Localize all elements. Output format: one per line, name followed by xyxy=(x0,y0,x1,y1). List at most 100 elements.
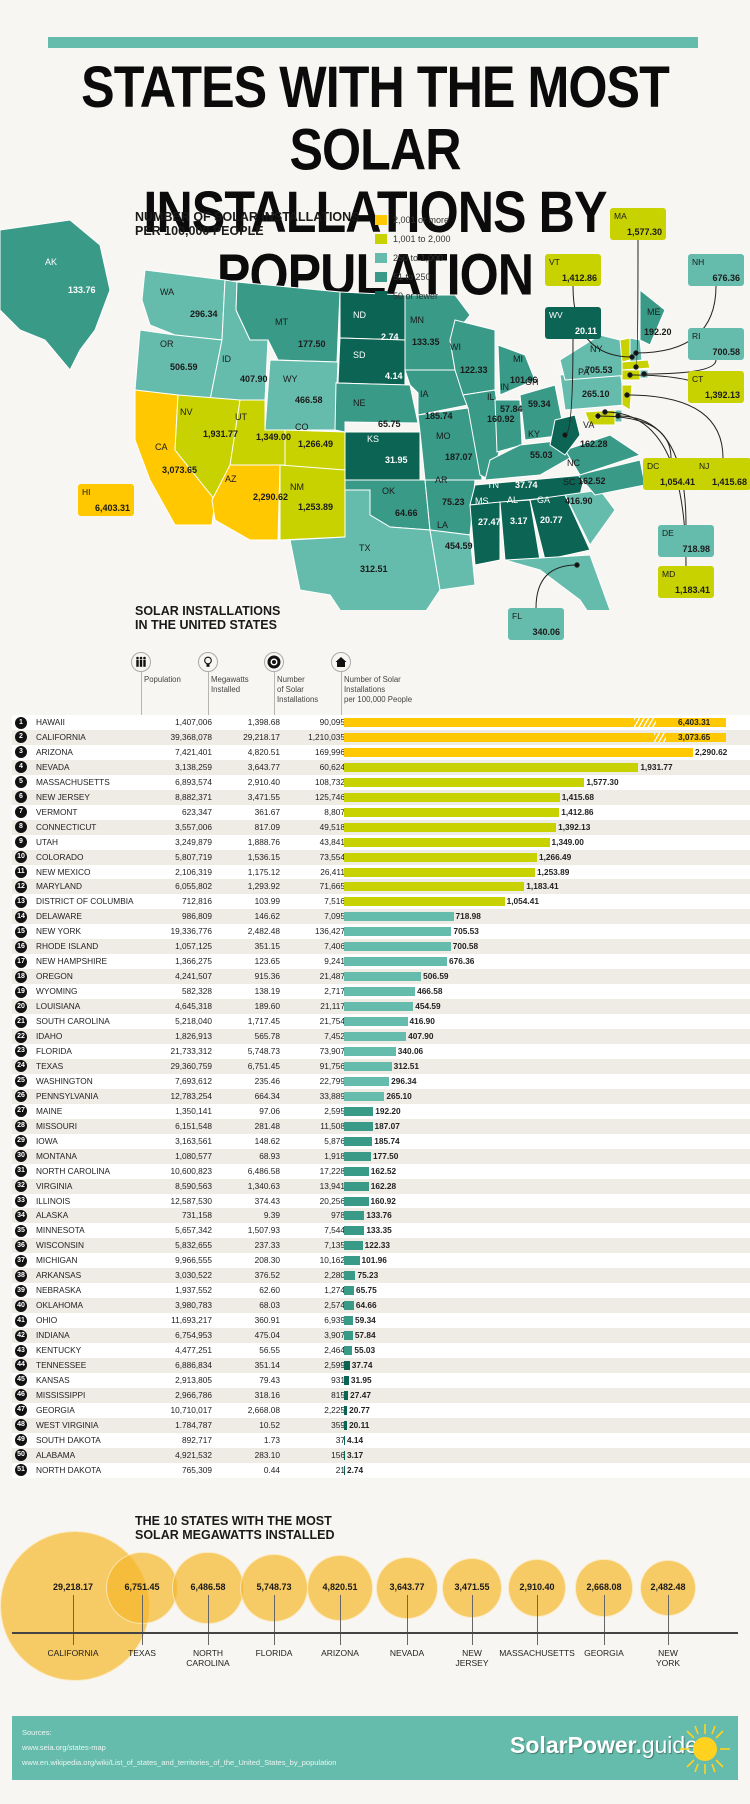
bar xyxy=(344,897,505,907)
megawatts-value: 146.62 xyxy=(254,911,280,922)
installations-value: 7,135 xyxy=(324,1240,345,1251)
megawatts-value: 3,471.55 xyxy=(247,791,280,802)
bubble-value-label: 2,482.48 xyxy=(650,1582,686,1592)
rank-badge: 29 xyxy=(15,1135,27,1148)
state-shape-wa xyxy=(141,269,226,341)
callout-value: 676.36 xyxy=(712,273,740,283)
population-value: 5,218,040 xyxy=(175,1016,212,1027)
bar xyxy=(344,718,726,727)
brand-logo: SolarPower.guide xyxy=(510,1732,698,1759)
rank-badge: 3 xyxy=(15,746,27,759)
state-shape-la xyxy=(429,529,476,591)
callout-value: 1,054.41 xyxy=(659,477,695,487)
bar-value-label: 122.33 xyxy=(364,1240,391,1251)
bar xyxy=(344,1211,365,1221)
category-line: FLORIDA xyxy=(255,1648,293,1658)
header-line: Megawatts xyxy=(211,675,249,684)
bar-value-label: 75.23 xyxy=(357,1270,379,1281)
state-abbr-label: SD xyxy=(353,350,366,360)
bubble-category-label: GEORGIA xyxy=(559,1648,649,1658)
installations-value: 3,907 xyxy=(324,1330,345,1341)
bar-value-label: 192.20 xyxy=(375,1105,401,1116)
bar xyxy=(344,1032,407,1042)
population-value: 986,809 xyxy=(182,911,212,922)
table-row: 47 GEORGIA 10,710,017 2,668.08 2,225 20.77 xyxy=(12,1402,750,1418)
rank-badge: 46 xyxy=(15,1389,27,1402)
state-shape-me xyxy=(639,288,666,346)
state-abbr-label: AL xyxy=(507,495,518,505)
rank-badge: 47 xyxy=(15,1404,27,1417)
installations-value: 90,095 xyxy=(319,717,345,727)
table-row: 3 ARIZONA 7,421,401 4,820.51 169,996 2,290.62 xyxy=(12,744,750,760)
megawatts-value: 6,486.58 xyxy=(247,1165,280,1176)
bar xyxy=(344,732,726,742)
state-name: TENNESSEE xyxy=(36,1359,87,1370)
source-link-seia[interactable]: www.seia.org/states-map xyxy=(22,1743,106,1752)
state-abbr-label: CO xyxy=(295,422,309,432)
rank-badge: 1 xyxy=(15,716,27,729)
table-row: 34 ALASKA 731,158 9.39 978 133.76 xyxy=(12,1208,750,1224)
rank-badge: 8 xyxy=(15,821,27,834)
axis-break-hatch xyxy=(634,718,656,727)
callout-abbr: HI xyxy=(82,487,91,497)
population-value: 8,590,563 xyxy=(175,1180,212,1191)
bubble-chart-title: THE 10 STATES WITH THE MOST SOLAR MEGAWA… xyxy=(135,1514,435,1542)
installations-value: 2,595 xyxy=(324,1105,345,1116)
rank-badge: 25 xyxy=(15,1075,27,1088)
bar xyxy=(344,1091,385,1101)
callout-dc: DC 1,054.41 xyxy=(643,458,699,490)
bar-value-label: 700.58 xyxy=(452,941,479,952)
bubble-category-label: FLORIDA xyxy=(229,1648,319,1658)
table-row: 33 ILLINOIS 12,587,530 374.43 20,256 160.92 xyxy=(12,1193,750,1209)
bubble-stem xyxy=(668,1595,669,1645)
table-row: 32 VIRGINIA 8,590,563 1,340.63 13,941 162.28 xyxy=(12,1178,750,1194)
bar-value-label: 177.50 xyxy=(373,1150,399,1161)
bar-value-label: 2,290.62 xyxy=(695,746,728,757)
state-name: IDAHO xyxy=(36,1031,63,1042)
state-abbr-label: KS xyxy=(367,434,379,444)
population-value: 3,138,259 xyxy=(175,761,212,772)
megawatts-value: 2,910.40 xyxy=(247,776,280,787)
state-name: PENNSYLVANIA xyxy=(36,1090,99,1101)
state-abbr-label: UT xyxy=(235,412,247,422)
bar xyxy=(344,1196,369,1206)
installations-value: 13,941 xyxy=(319,1180,345,1191)
footer: Sources: www.seia.org/states-map www.en.… xyxy=(12,1716,738,1780)
source-link-wikipedia[interactable]: www.en.wikipedia.org/wiki/List_of_states… xyxy=(22,1758,337,1767)
rank-badge: 44 xyxy=(15,1359,27,1372)
installations-value: 8,807 xyxy=(324,806,345,817)
state-value-label: 1,931.77 xyxy=(203,429,238,439)
bar-value-label: 37.74 xyxy=(351,1359,373,1370)
state-shape-ak xyxy=(0,219,111,371)
state-name: ILLINOIS xyxy=(36,1195,71,1206)
bar xyxy=(344,1076,390,1086)
state-value-label: 75.23 xyxy=(442,497,465,507)
state-value-label: 160.92 xyxy=(487,414,515,424)
rank-badge: 32 xyxy=(15,1180,27,1193)
rank-badge: 37 xyxy=(15,1254,27,1267)
bubble-value-label: 3,643.77 xyxy=(389,1582,425,1592)
state-abbr-label: OK xyxy=(382,486,395,496)
sun-logo-icon xyxy=(680,1724,730,1774)
state-value-label: 133.76 xyxy=(68,285,96,295)
table-row: 39 NEBRASKA 1,937,552 62.60 1,274 65.75 xyxy=(12,1283,750,1299)
population-value: 3,980,783 xyxy=(175,1300,212,1311)
state-value-label: 416.90 xyxy=(565,496,593,506)
bar xyxy=(344,1316,354,1326)
rank-badge: 28 xyxy=(15,1120,27,1133)
state-name: MASSACHUSETTS xyxy=(36,776,110,787)
table-row: 11 NEW MEXICO 2,106,319 1,175.12 26,411 1,253… xyxy=(12,864,750,880)
solar-table: 1 HAWAII 1,407,006 1,398.68 90,095 6,403.31 2 C… xyxy=(12,715,750,1478)
state-name: UTAH xyxy=(36,836,58,847)
megawatts-value: 189.60 xyxy=(254,1001,280,1012)
installations-value: 108,732 xyxy=(315,776,345,787)
state-value-label: 133.35 xyxy=(412,337,440,347)
bar xyxy=(344,1360,350,1370)
state-shape-ar xyxy=(424,479,476,536)
bar xyxy=(344,942,451,952)
population-value: 1,826,913 xyxy=(175,1031,212,1042)
bar xyxy=(344,1226,365,1236)
state-name: ALASKA xyxy=(36,1210,69,1221)
state-value-label: 31.95 xyxy=(385,455,408,465)
state-value-label: 312.51 xyxy=(360,564,388,574)
